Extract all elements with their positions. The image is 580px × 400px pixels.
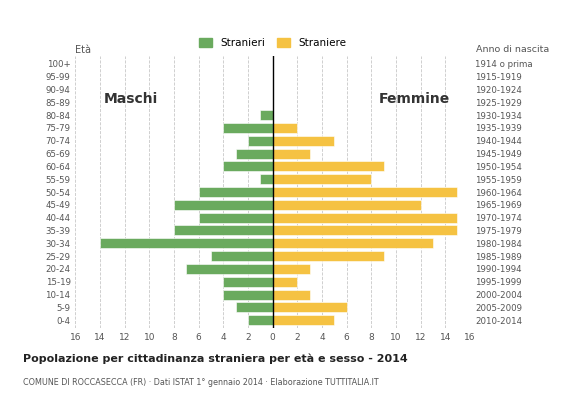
Bar [100,238,273,248]
Text: COMUNE DI ROCCASECCA (FR) · Dati ISTAT 1° gennaio 2014 · Elaborazione TUTTITALIA: COMUNE DI ROCCASECCA (FR) · Dati ISTAT 1… [23,378,379,387]
Bar [174,200,273,210]
Bar [273,136,334,146]
Bar [273,174,371,184]
Text: Età: Età [75,45,92,55]
Bar [248,136,273,146]
Bar [273,161,383,171]
Bar [186,264,273,274]
Bar [273,148,310,158]
Bar [273,251,383,261]
Bar [273,200,420,210]
Bar [198,187,273,197]
Bar [260,110,273,120]
Bar [273,226,458,236]
Bar [273,277,297,287]
Legend: Stranieri, Straniere: Stranieri, Straniere [195,34,350,52]
Bar [273,187,458,197]
Bar [211,251,273,261]
Bar [235,302,273,312]
Bar [223,277,273,287]
Bar [198,213,273,223]
Bar [260,174,273,184]
Bar [273,264,310,274]
Bar [273,315,334,325]
Bar [273,238,433,248]
Bar [235,148,273,158]
Bar [223,161,273,171]
Bar [223,123,273,133]
Text: Popolazione per cittadinanza straniera per età e sesso - 2014: Popolazione per cittadinanza straniera p… [23,354,408,364]
Bar [273,302,347,312]
Text: Femmine: Femmine [379,92,450,106]
Bar [273,123,297,133]
Bar [223,290,273,300]
Text: Maschi: Maschi [104,92,158,106]
Bar [174,226,273,236]
Bar [273,213,458,223]
Bar [248,315,273,325]
Bar [273,290,310,300]
Text: Anno di nascita: Anno di nascita [476,45,549,54]
